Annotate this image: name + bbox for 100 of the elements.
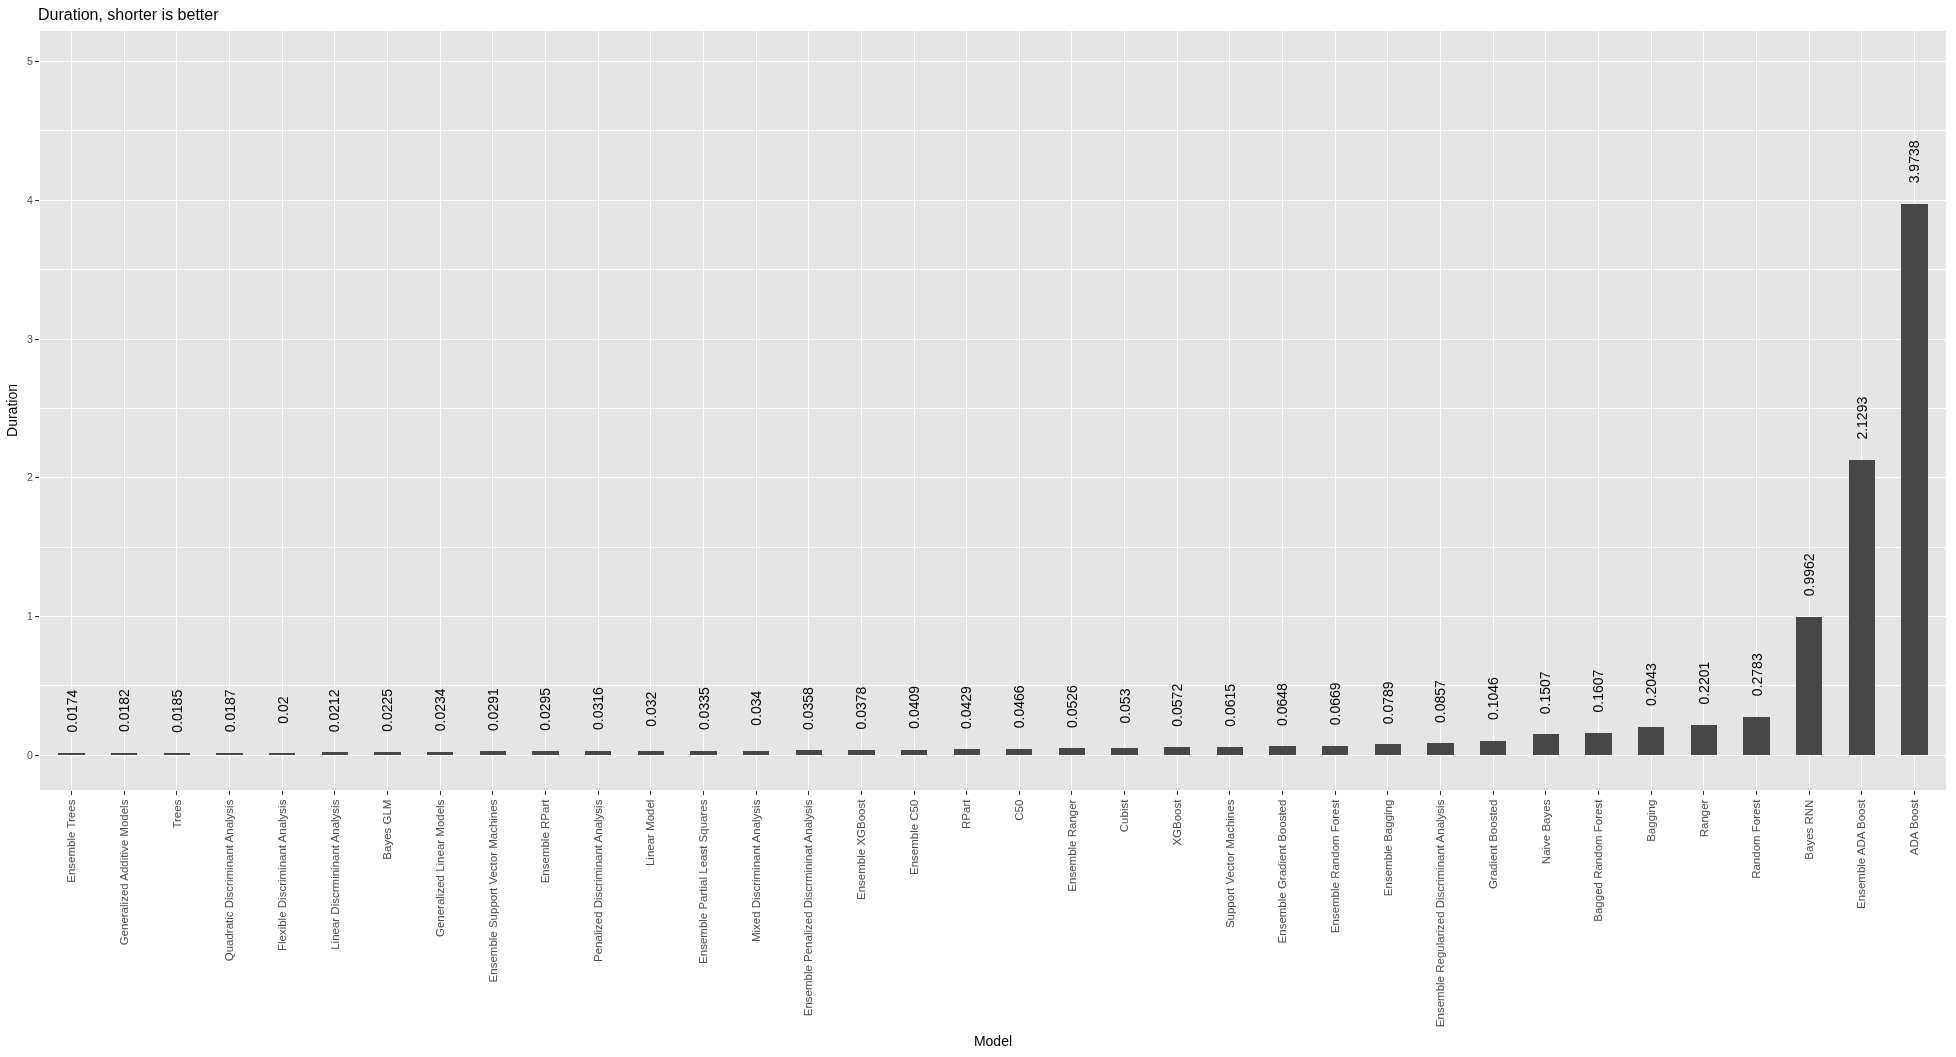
bar (1059, 748, 1085, 755)
x-tick-label: Ensemble Ranger (1065, 799, 1078, 892)
x-tick-label: Ensemble C50 (907, 799, 920, 876)
y-tick-label: 1 (27, 610, 34, 623)
x-tick-label: Ensemble Penalized Discrmininat Analysis (802, 799, 815, 1017)
x-tick-label: XGBoost (1171, 798, 1184, 846)
data-label: 0.0234 (432, 688, 449, 732)
x-tick-label: Ensemble Trees (65, 799, 78, 883)
bar (1849, 460, 1875, 755)
x-tick-label: Ensemble XGBoost (855, 798, 868, 900)
y-axis-title: Duration (3, 384, 20, 437)
x-tick-label: Ensemble ADA Boost (1855, 798, 1868, 909)
bar (1322, 746, 1348, 755)
x-tick-label: Bayes RNN (1802, 799, 1815, 860)
y-tick-label: 4 (27, 193, 34, 206)
x-tick-label: Ensemble Regularized Discriminant Analysis (1434, 799, 1447, 1028)
x-tick-label: Penalized Discriminant Analysis (591, 799, 604, 962)
data-label: 0.0669 (1327, 682, 1344, 726)
bar (1164, 747, 1190, 755)
data-label: 0.0185 (169, 689, 186, 733)
data-label: 0.034 (748, 690, 765, 726)
data-label: 0.0466 (1011, 685, 1028, 729)
x-tick-label: Linear Discrmininant Analysis (328, 799, 341, 950)
bar (1427, 743, 1454, 755)
bar (1796, 617, 1822, 755)
data-label: 0.0648 (1274, 682, 1291, 726)
data-label: 0.2201 (1696, 661, 1713, 705)
x-tick-label: Generalized Linear Models (433, 799, 446, 938)
data-label: 0.0335 (695, 687, 712, 731)
x-tick-label: Random Forest (1750, 798, 1763, 879)
bar (954, 749, 980, 755)
x-tick-label: Ensemble Random Forest (1328, 798, 1341, 934)
data-label: 0.0316 (590, 687, 607, 731)
x-tick-label: Ensemble RPart (539, 798, 552, 884)
x-tick-label: Trees (170, 799, 183, 829)
x-tick-label: Flexible Discriminant Analysis (275, 799, 288, 952)
data-label: 0.9962 (1801, 553, 1818, 597)
bar (743, 751, 769, 755)
bar (1006, 749, 1032, 755)
x-tick-label: Quadratic Discriminant Analysis (223, 799, 236, 962)
bar (1480, 741, 1506, 755)
data-label: 0.2783 (1748, 653, 1765, 697)
bar (1638, 727, 1664, 755)
bar (585, 751, 611, 755)
data-label: 0.0429 (958, 686, 975, 730)
x-tick-label: Bayes GLM (381, 799, 394, 860)
chart-title: Duration, shorter is better (38, 5, 220, 23)
x-tick-label: Bagging (1644, 799, 1657, 842)
bar (1743, 717, 1770, 755)
data-label: 2.1293 (1853, 396, 1870, 440)
data-label: 0.0789 (1379, 681, 1396, 725)
bar (532, 751, 559, 755)
data-label: 0.0295 (537, 687, 554, 731)
data-label: 0.2043 (1643, 663, 1660, 707)
x-tick-label: C50 (1013, 799, 1026, 821)
x-tick-label: Ranger (1697, 799, 1710, 838)
data-label: 0.02 (274, 696, 291, 724)
bar (1901, 204, 1928, 755)
data-label: 0.1046 (1485, 676, 1502, 720)
bar (480, 751, 506, 755)
x-tick-label: ADA Boost (1908, 798, 1921, 856)
data-label: 0.0291 (484, 688, 501, 732)
x-tick-label: Generalized Additive Models (117, 799, 130, 946)
y-tick-label: 2 (27, 471, 34, 484)
x-tick-label: Mixed Discriminant Analysis (749, 799, 762, 943)
data-label: 0.0212 (326, 689, 343, 733)
bar (1691, 725, 1717, 755)
data-label: 0.0572 (1168, 683, 1185, 727)
data-label: 0.0378 (853, 686, 870, 730)
x-tick-label: Ensemble Gradient Boosted (1276, 799, 1289, 944)
x-tick-label: Support Vector Machines (1223, 799, 1236, 929)
bar (1269, 746, 1296, 755)
x-tick-label: Ensemble Partial Least Squares (697, 799, 710, 964)
bar (374, 752, 401, 755)
bar (796, 750, 822, 755)
data-label: 0.0358 (800, 687, 817, 731)
data-label: 0.053 (1116, 688, 1133, 724)
bar (848, 750, 875, 755)
data-label: 0.0182 (116, 689, 133, 733)
data-label: 0.0526 (1063, 684, 1080, 728)
data-label: 0.0225 (379, 688, 396, 732)
x-tick-label: Bagged Random Forest (1592, 798, 1605, 922)
x-tick-label: Cubist (1118, 798, 1131, 833)
data-label: 0.0409 (906, 685, 923, 729)
bar (322, 752, 348, 755)
bar (901, 750, 927, 755)
bar (1111, 748, 1138, 755)
data-label: 0.0174 (63, 689, 80, 733)
y-tick-label: 3 (27, 332, 34, 345)
data-label: 0.0857 (1432, 679, 1449, 723)
y-tick-label: 0 (27, 748, 34, 761)
x-axis-title: Model (973, 1033, 1013, 1050)
x-tick-label: Gradient Boosted (1486, 799, 1499, 890)
data-label: 0.1507 (1537, 671, 1554, 715)
bar (1217, 747, 1243, 755)
data-label: 0.0187 (221, 689, 238, 733)
x-tick-label: Ensemble Support Vector Machines (486, 799, 499, 983)
bar (1533, 734, 1559, 755)
x-tick-label: Ensemble Bagging (1381, 799, 1394, 897)
y-tick-label: 5 (27, 55, 34, 68)
